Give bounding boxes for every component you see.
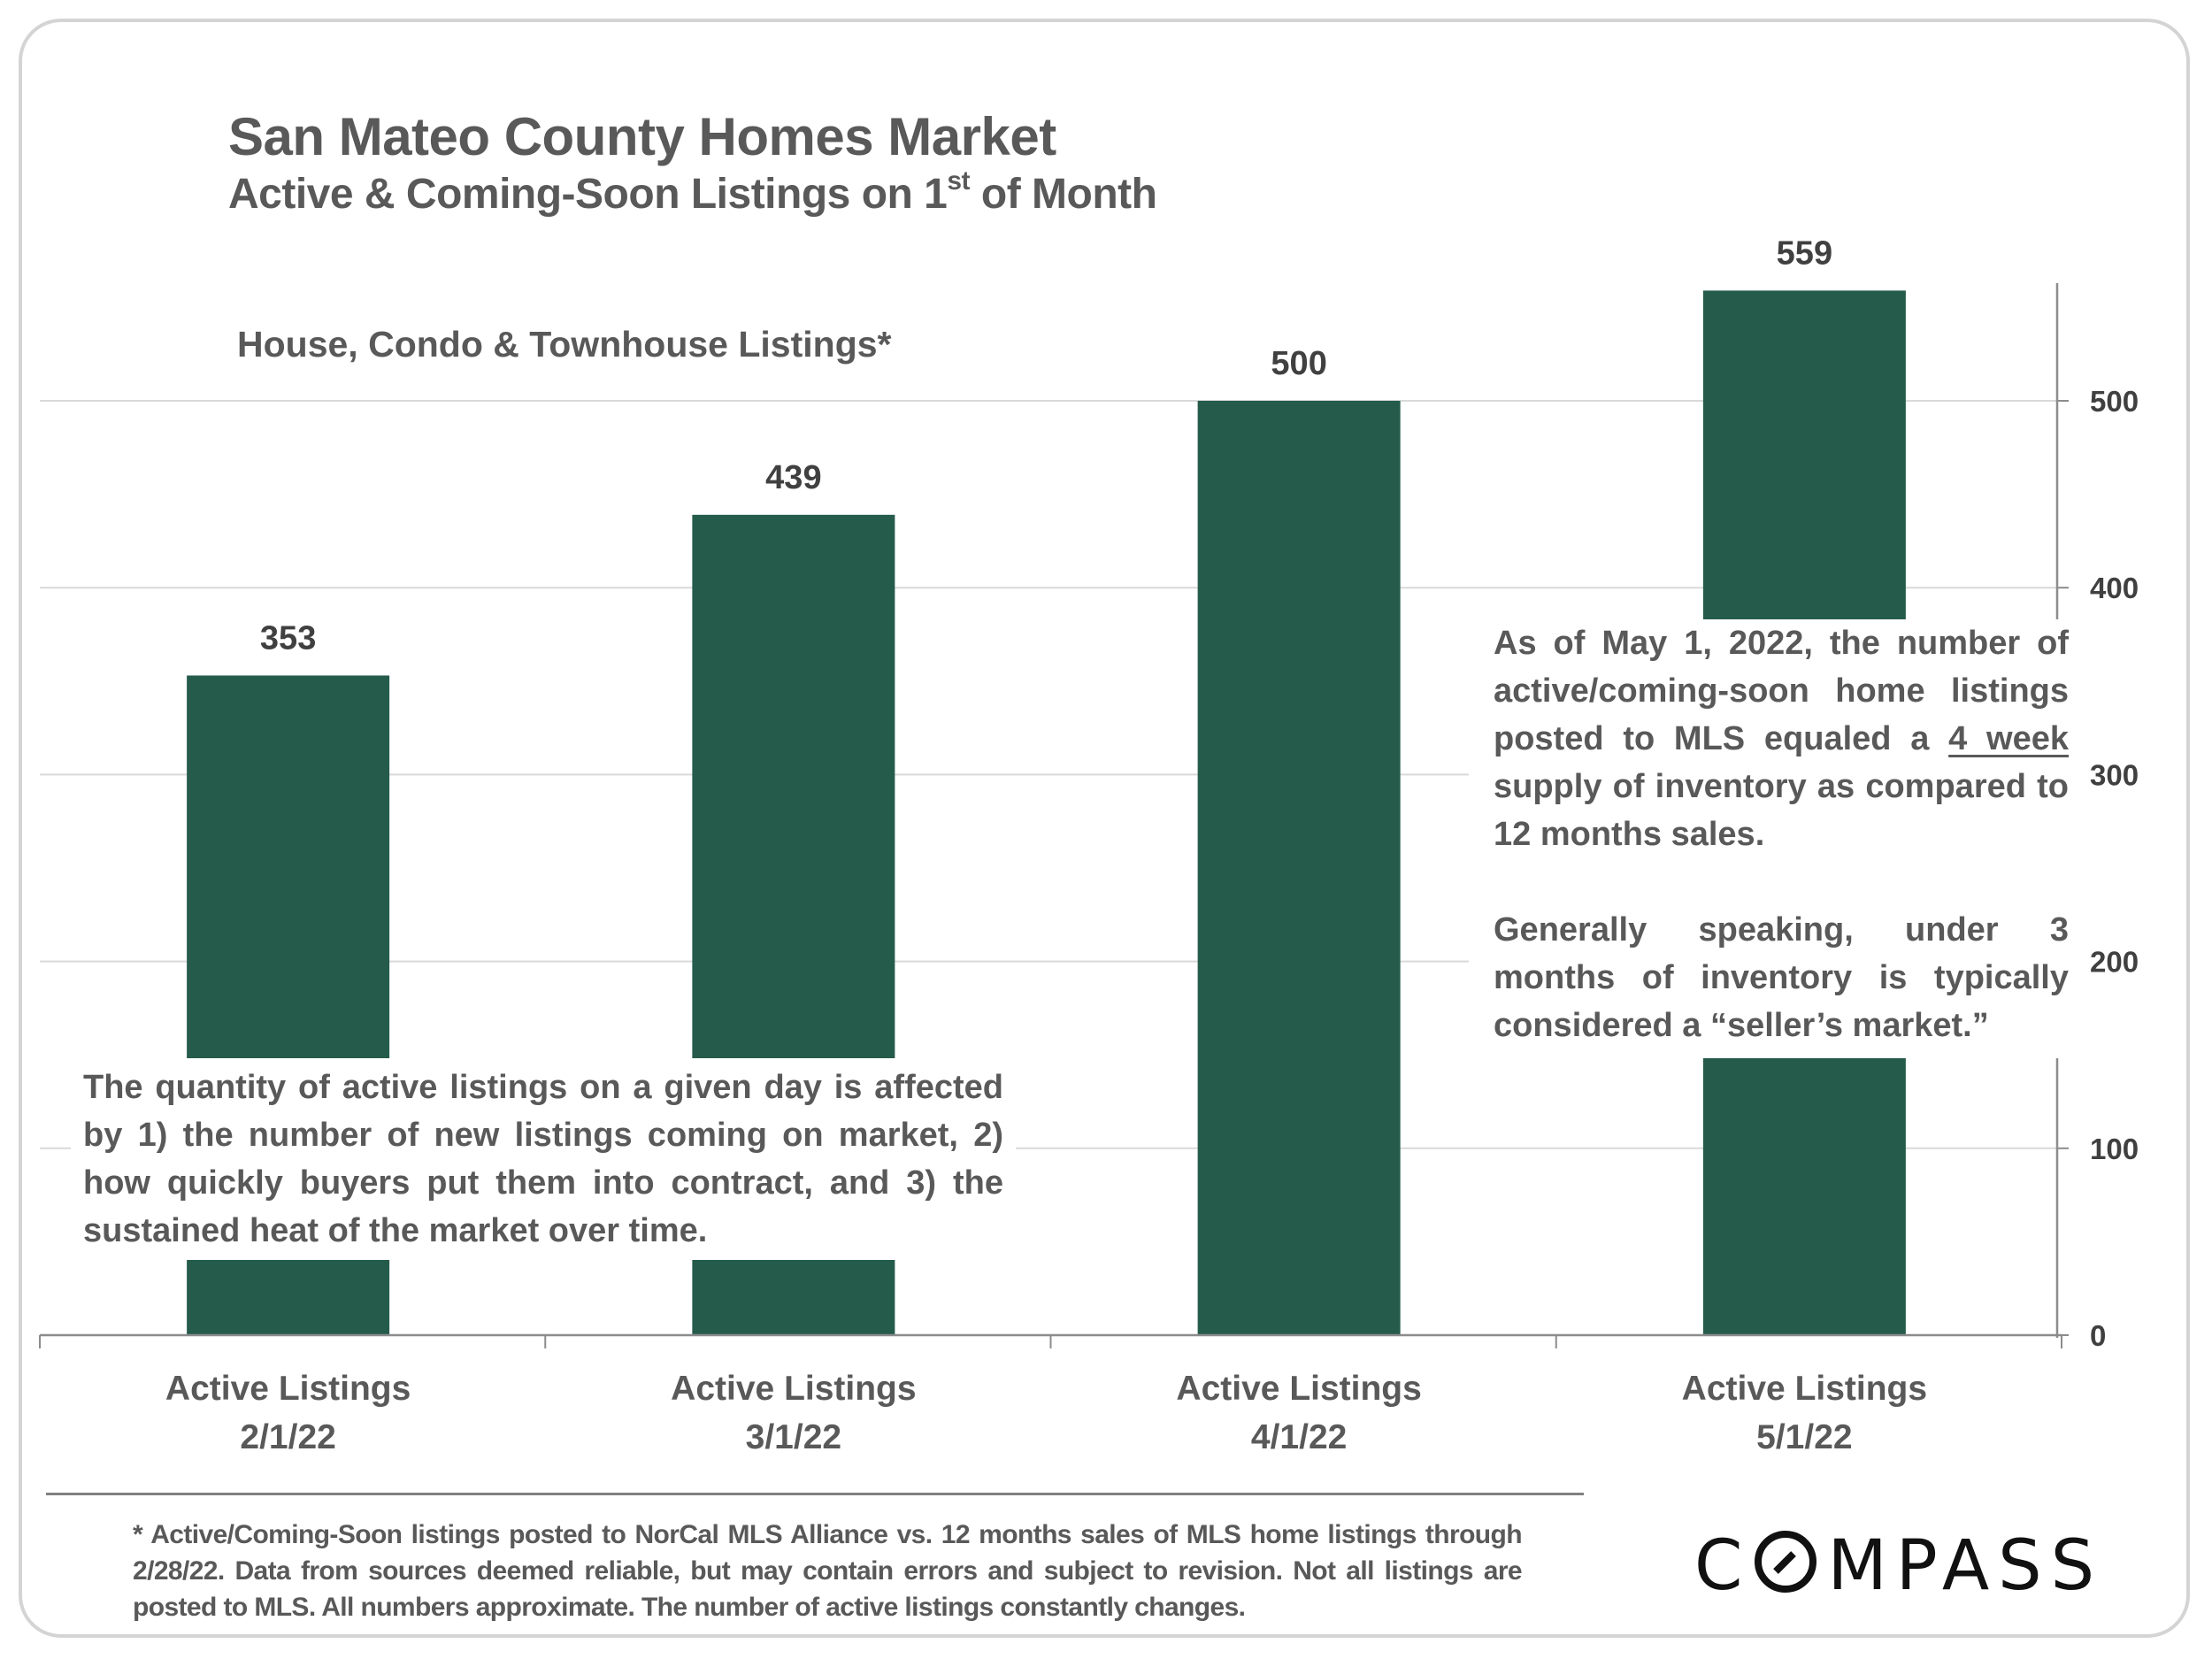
chart-subtitle: Active & Coming-Soon Listings on 1st of …	[228, 166, 1157, 219]
x-tick-label: Active Listings	[671, 1370, 916, 1408]
subtitle-prefix: Active & Coming-Soon Listings on 1	[228, 171, 948, 218]
x-tick-label: Active Listings	[1682, 1370, 1927, 1408]
subtitle-superscript: st	[947, 166, 971, 196]
subtitle-suffix: of Month	[970, 171, 1157, 218]
annotation-right: As of May 1, 2022, the number of active/…	[1469, 619, 2079, 1058]
series-label: House, Condo & Townhouse Listings*	[237, 324, 892, 365]
chart-title: San Mateo County Homes Market	[228, 107, 1056, 166]
y-tick-label: 400	[2090, 572, 2139, 604]
y-tick-label: 500	[2090, 385, 2139, 418]
annotation-right-paragraph-2: Generally speaking, under 3 months of in…	[1494, 911, 2069, 1044]
x-tick-date: 4/1/22	[1251, 1418, 1347, 1456]
x-tick-label: Active Listings	[1176, 1370, 1421, 1408]
annotation-left: The quantity of active listings on a giv…	[71, 1058, 1016, 1260]
compass-logo: C MPASS	[1694, 1526, 2103, 1606]
footer-divider	[46, 1493, 1584, 1495]
footnote: * Active/Coming-Soon listings posted to …	[133, 1520, 1523, 1622]
annotation-text: supply of inventory as compared to 12 mo…	[1494, 768, 2069, 853]
y-tick-label: 300	[2090, 758, 2139, 791]
data-label: 439	[765, 459, 821, 496]
logo-c: C	[1694, 1526, 1752, 1606]
data-label: 559	[1777, 234, 1832, 272]
annotation-text: As of May 1, 2022, the number of active/…	[1494, 625, 2069, 757]
logo-o-icon	[1755, 1531, 1817, 1593]
x-tick-date: 5/1/22	[1756, 1418, 1852, 1456]
bar-4/1/22	[1197, 401, 1401, 1335]
y-tick-label: 100	[2090, 1133, 2139, 1165]
data-label: 500	[1271, 345, 1326, 382]
x-tick-date: 2/1/22	[240, 1418, 335, 1456]
labels: 0 100 200 300 400 500 353 Active Listings 2/1/22…	[165, 234, 2139, 1456]
x-tick-date: 3/1/22	[746, 1418, 841, 1456]
annotation-right-paragraph-1: As of May 1, 2022, the number of active/…	[1494, 619, 2069, 858]
logo-rest: MPASS	[1827, 1526, 2104, 1606]
supply-emphasis: 4 week	[1948, 720, 2070, 757]
y-tick-label: 200	[2090, 946, 2139, 979]
y-tick-label: 0	[2090, 1319, 2106, 1352]
x-tick-label: Active Listings	[165, 1370, 411, 1408]
data-label: 353	[260, 619, 316, 657]
